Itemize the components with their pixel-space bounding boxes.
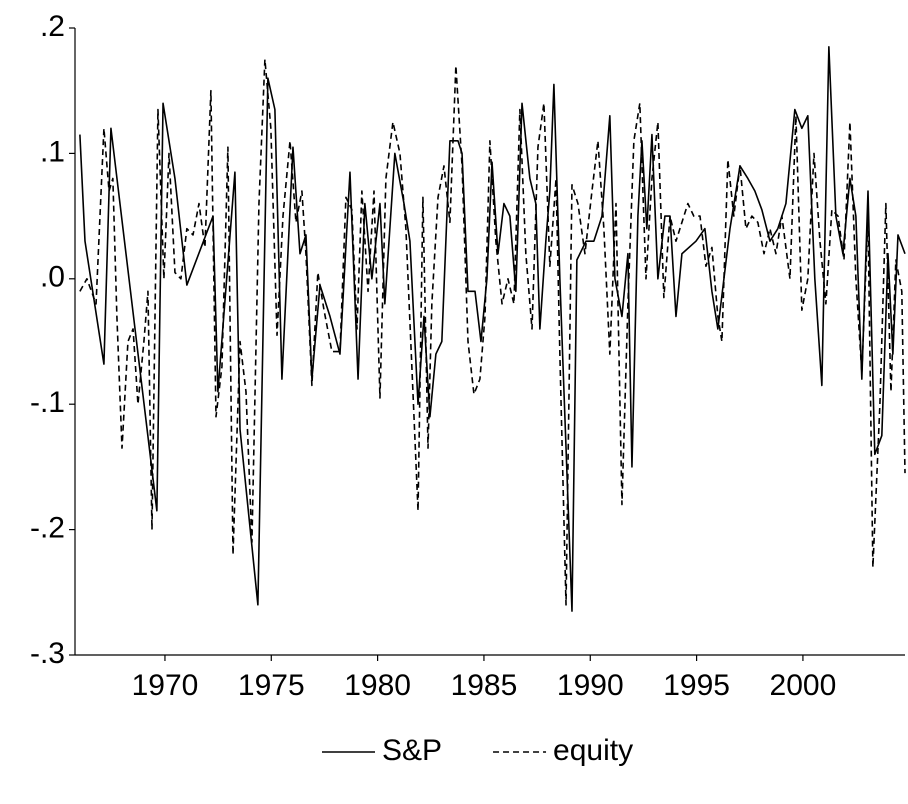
x-tick-label: 1990 [557, 669, 624, 702]
legend-label: S&P [382, 734, 442, 767]
y-tick-label: -.2 [30, 512, 65, 545]
x-tick-label: 1995 [663, 669, 730, 702]
series-line [79, 58, 906, 606]
x-tick-label: 1975 [238, 669, 305, 702]
y-tick-label: .0 [40, 261, 65, 294]
series-line [79, 46, 906, 612]
x-tick-label: 2000 [770, 669, 837, 702]
x-tick-label: 1970 [132, 669, 199, 702]
legend-label: equity [553, 734, 633, 767]
y-tick-label: .2 [40, 10, 65, 43]
x-tick-label: 1980 [344, 669, 411, 702]
y-tick-label: .1 [40, 135, 65, 168]
y-tick-label: -.1 [30, 386, 65, 419]
y-tick-label: -.3 [30, 637, 65, 670]
x-tick-label: 1985 [451, 669, 518, 702]
